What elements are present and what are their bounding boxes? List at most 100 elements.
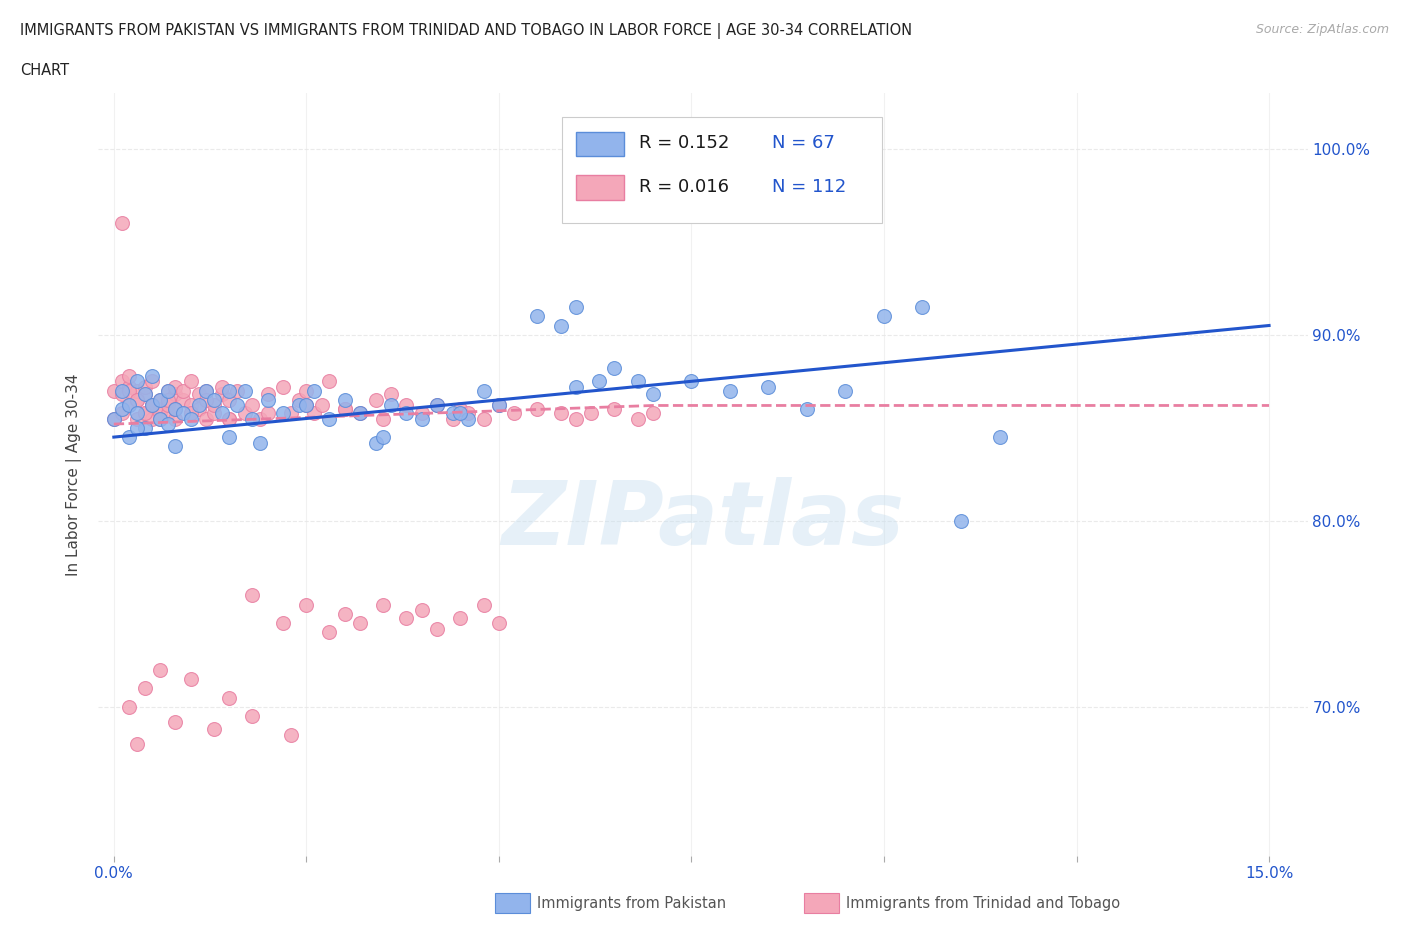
Point (318, 374, 340, 389)
Point (110, 405, 132, 420)
Point (118, 699, 141, 714)
Point (180, 398, 202, 413)
Point (380, 398, 402, 413)
Text: Immigrants from Pakistan: Immigrants from Pakistan (537, 897, 727, 911)
Point (302, 383, 325, 398)
Point (758, 379, 780, 394)
Text: R = 0.152: R = 0.152 (638, 134, 730, 152)
Point (195, 383, 218, 398)
Point (472, 597, 495, 612)
Point (110, 216, 132, 231)
Text: Source: ZipAtlas.com: Source: ZipAtlas.com (1256, 23, 1389, 36)
Point (141, 374, 163, 389)
Point (271, 616, 294, 631)
Point (125, 374, 148, 389)
Point (364, 392, 387, 407)
Point (180, 405, 202, 420)
Point (118, 398, 141, 413)
Point (149, 411, 172, 426)
Text: N = 67: N = 67 (772, 134, 835, 152)
Point (242, 411, 264, 426)
Point (411, 405, 433, 420)
Point (333, 402, 356, 417)
Point (211, 387, 233, 402)
Point (180, 405, 202, 420)
Point (149, 662, 172, 677)
Point (141, 411, 163, 426)
Point (249, 435, 271, 450)
Text: ZIPatlas: ZIPatlas (502, 476, 904, 564)
Point (118, 379, 141, 394)
Point (149, 402, 172, 417)
Point (103, 383, 125, 398)
Point (180, 671, 202, 686)
Point (302, 405, 325, 420)
Point (411, 411, 433, 426)
Point (156, 383, 179, 398)
Point (165, 402, 187, 417)
Point (211, 379, 233, 394)
Point (125, 405, 148, 420)
Point (257, 405, 280, 420)
Point (333, 392, 356, 407)
Point (125, 392, 148, 407)
Point (526, 309, 548, 324)
Point (526, 402, 548, 417)
Point (318, 411, 340, 426)
Point (565, 379, 588, 394)
Point (449, 405, 471, 420)
Point (226, 398, 249, 413)
Point (271, 379, 294, 394)
Point (218, 690, 240, 705)
Point (218, 411, 240, 426)
Point (295, 383, 318, 398)
Point (426, 398, 449, 413)
Point (449, 402, 471, 417)
Point (280, 405, 302, 420)
Point (149, 405, 172, 420)
Point (395, 398, 418, 413)
Point (333, 402, 356, 417)
Point (233, 383, 256, 398)
Point (118, 368, 141, 383)
Point (218, 411, 240, 426)
Point (141, 398, 163, 413)
Point (187, 398, 209, 413)
Point (156, 405, 179, 420)
Point (441, 411, 464, 426)
Point (626, 411, 648, 426)
Point (180, 411, 202, 426)
Point (165, 379, 187, 394)
Point (349, 616, 371, 631)
Point (187, 387, 209, 402)
Point (395, 610, 418, 625)
Point (180, 374, 202, 389)
Point (141, 368, 163, 383)
Point (441, 405, 464, 420)
Point (426, 398, 449, 413)
FancyBboxPatch shape (576, 176, 624, 200)
Point (202, 398, 225, 413)
Point (134, 405, 156, 420)
Point (581, 405, 603, 420)
Point (718, 383, 741, 398)
Point (380, 387, 402, 402)
Point (588, 374, 610, 389)
Point (141, 398, 163, 413)
Point (249, 411, 271, 426)
Point (488, 398, 510, 413)
Point (165, 411, 187, 426)
Point (242, 709, 264, 724)
Point (125, 411, 148, 426)
Point (125, 737, 148, 751)
Point (149, 392, 172, 407)
Point (373, 430, 395, 445)
Point (218, 392, 240, 407)
Point (796, 402, 818, 417)
Point (242, 588, 264, 603)
Point (318, 625, 340, 640)
Point (550, 318, 572, 333)
FancyBboxPatch shape (576, 132, 624, 156)
Point (295, 597, 318, 612)
Point (457, 411, 479, 426)
